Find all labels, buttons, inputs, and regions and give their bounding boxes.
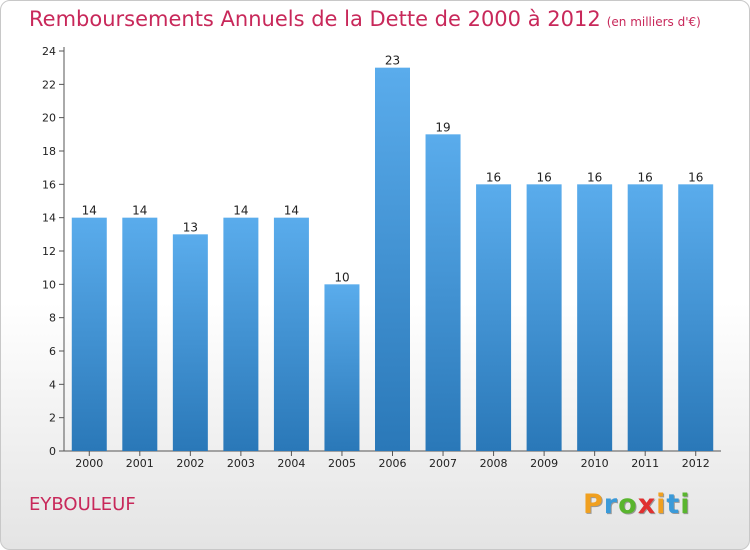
- data-label: 23: [385, 54, 400, 68]
- logo-letter: x: [637, 489, 657, 520]
- y-tick-label: 2: [49, 412, 56, 425]
- bar: [526, 184, 562, 452]
- data-label: 14: [284, 204, 299, 218]
- bar: [375, 67, 410, 452]
- logo-letter: i: [656, 489, 667, 520]
- x-tick-label: 2002: [176, 457, 204, 470]
- y-tick-label: 10: [42, 278, 56, 291]
- logo-letter: r: [603, 489, 619, 520]
- logo-letter: t: [666, 489, 681, 520]
- bar: [678, 184, 714, 452]
- data-label: 14: [233, 204, 248, 218]
- x-tick-label: 2008: [480, 457, 508, 470]
- y-tick-label: 8: [49, 312, 56, 325]
- bar: [324, 284, 360, 451]
- bar: [273, 217, 309, 451]
- logo-letter: P: [583, 489, 604, 520]
- bars: [71, 67, 714, 452]
- data-label: 14: [82, 204, 97, 218]
- y-tick-label: 18: [42, 145, 56, 158]
- bar: [223, 217, 259, 451]
- bar: [172, 234, 208, 451]
- x-tick-label: 2005: [328, 457, 356, 470]
- data-label: 16: [587, 170, 602, 184]
- bar: [122, 217, 158, 451]
- bar: [71, 217, 107, 451]
- data-label: 16: [638, 170, 653, 184]
- x-tick-label: 2004: [277, 457, 305, 470]
- logo-letter: o: [618, 489, 638, 520]
- data-label: 10: [334, 270, 349, 284]
- data-label: 13: [183, 220, 198, 234]
- y-tick-label: 14: [42, 212, 56, 225]
- y-tick-label: 24: [42, 45, 56, 58]
- chart-title: Remboursements Annuels de la Dette de 20…: [29, 7, 701, 31]
- proxiti-logo: Proxiti: [583, 489, 691, 520]
- x-tick-label: 2007: [429, 457, 457, 470]
- x-tick-label: 2011: [631, 457, 659, 470]
- logo-letter: i: [680, 489, 691, 520]
- x-tick-label: 2006: [379, 457, 407, 470]
- bar: [476, 184, 512, 452]
- y-tick-label: 12: [42, 245, 56, 258]
- x-tick-label: 2001: [126, 457, 154, 470]
- data-label: 16: [486, 170, 501, 184]
- y-tick-label: 20: [42, 112, 56, 125]
- y-tick-label: 6: [49, 345, 56, 358]
- y-tick-label: 22: [42, 78, 56, 91]
- x-tick-label: 2009: [530, 457, 558, 470]
- y-tick-label: 0: [49, 445, 56, 458]
- x-tick-label: 2000: [75, 457, 103, 470]
- data-label: 16: [688, 170, 703, 184]
- bar: [425, 134, 461, 452]
- y-tick-label: 4: [49, 378, 56, 391]
- y-tick-label: 16: [42, 178, 56, 191]
- data-label: 19: [435, 120, 450, 134]
- data-labels: 14 14 13 14 14 10 23 19 16 16 16 16 16: [82, 54, 704, 285]
- x-tick-label: 2012: [682, 457, 710, 470]
- bar: [577, 184, 613, 452]
- data-label: 16: [536, 170, 551, 184]
- data-label: 14: [132, 204, 147, 218]
- x-tick-label: 2010: [581, 457, 609, 470]
- chart-title-text: Remboursements Annuels de la Dette de 20…: [29, 7, 601, 31]
- x-tick-label: 2003: [227, 457, 255, 470]
- commune-name: EYBOULEUF: [29, 494, 136, 515]
- chart-unit: (en milliers d'€): [606, 15, 701, 29]
- bar: [627, 184, 663, 452]
